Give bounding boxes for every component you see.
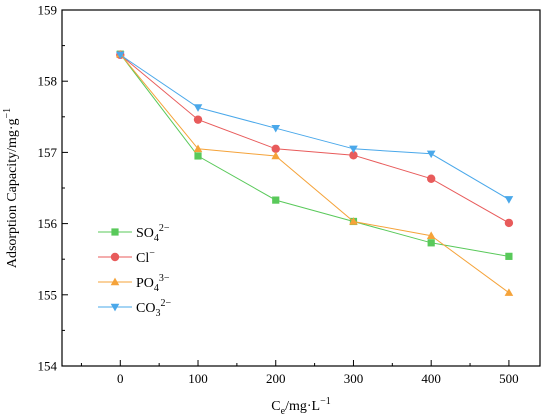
data-point: [349, 151, 358, 160]
x-axis-title: Ce/mg·L−1: [271, 396, 330, 417]
data-point: [193, 144, 203, 153]
x-tick-label: 100: [188, 371, 208, 386]
data-point: [349, 217, 358, 225]
y-tick-label: 157: [38, 145, 58, 160]
legend-item: SO42−: [98, 223, 170, 244]
series-0: [116, 50, 513, 260]
legend-item: PO43−: [98, 273, 170, 294]
y-axis-title: Adsorption Capacity/mg·g−1: [2, 108, 20, 268]
data-point: [427, 239, 435, 247]
legend-marker: [110, 303, 120, 312]
data-point: [504, 196, 514, 204]
data-point: [271, 151, 281, 160]
data-point: [271, 124, 281, 133]
series-2: [115, 49, 514, 296]
legend-label: SO42−: [136, 223, 170, 244]
series-layer: [115, 49, 514, 296]
data-point: [504, 218, 514, 228]
data-point: [272, 196, 280, 204]
data-point: [193, 104, 203, 112]
data-point: [349, 145, 358, 154]
data-point: [271, 144, 280, 154]
series-line: [119, 53, 509, 257]
y-tick-label: 159: [38, 3, 58, 18]
legend-item: Cl−: [98, 248, 155, 266]
y-tick-label: 154: [38, 359, 58, 374]
legend-label: PO43−: [136, 273, 170, 294]
x-tick-label: 400: [421, 371, 441, 386]
x-axis: 0 100 200 300 400 500: [80, 360, 519, 386]
legend-label: CO32−: [136, 298, 171, 319]
x-tick-label: 0: [117, 371, 124, 386]
data-point: [505, 252, 513, 260]
y-tick-label: 156: [38, 216, 58, 231]
legend-marker: [110, 277, 120, 286]
y-tick-label: 155: [38, 287, 58, 302]
data-point: [194, 152, 202, 160]
series-line: [119, 53, 510, 294]
data-point: [426, 231, 436, 239]
series-line: [120, 54, 510, 200]
legend-marker: [111, 228, 119, 236]
legend-marker: [110, 252, 120, 262]
x-tick-label: 200: [266, 371, 286, 386]
legend: SO42− Cl− PO43− CO32−: [98, 223, 171, 319]
data-point: [193, 115, 203, 124]
y-tick-label: 158: [38, 74, 58, 89]
data-point: [426, 150, 436, 159]
y-axis: 154 155 156 157 158 159: [38, 3, 68, 374]
data-point: [504, 288, 514, 296]
x-tick-label: 300: [344, 371, 364, 386]
series-3: [115, 51, 514, 204]
legend-item: CO32−: [98, 298, 171, 319]
x-tick-label: 500: [499, 371, 519, 386]
data-point: [426, 174, 436, 183]
data-point: [115, 51, 125, 60]
series-line: [119, 54, 510, 224]
legend-label: Cl−: [136, 248, 155, 266]
